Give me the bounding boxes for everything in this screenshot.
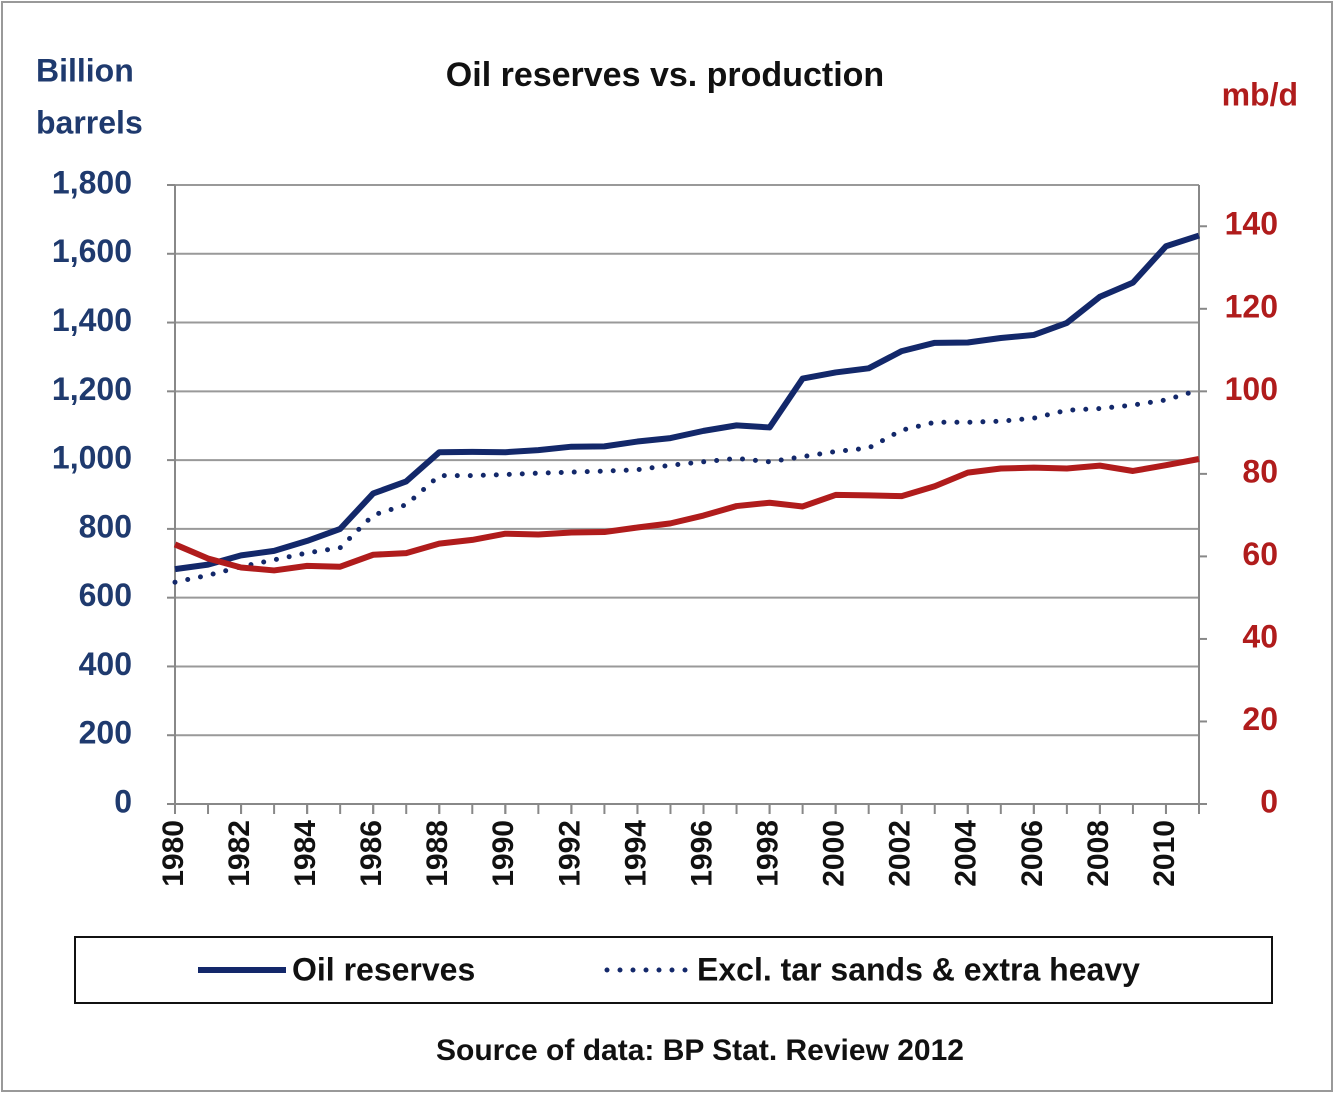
y2-tick-label: 0: [1260, 783, 1278, 819]
legend-label: Oil reserves: [292, 951, 475, 987]
y-tick-label: 1,400: [52, 302, 132, 338]
x-tick-label: 1980: [157, 820, 190, 887]
y-tick-label: 400: [79, 646, 132, 682]
x-tick-label: 1994: [619, 820, 652, 887]
x-tick-label: 1998: [752, 820, 785, 887]
y2-tick-label: 60: [1242, 536, 1278, 572]
x-tick-label: 1984: [289, 820, 322, 887]
y2-axis-title: mb/d: [1222, 76, 1298, 112]
source-note: Source of data: BP Stat. Review 2012: [436, 1034, 964, 1067]
x-tick-label: 1986: [355, 820, 388, 887]
chart-title: Oil reserves vs. production: [446, 56, 884, 94]
y-tick-label: 600: [79, 577, 132, 613]
y-tick-label: 1,200: [52, 371, 132, 407]
y-tick-label: 1,800: [52, 164, 132, 200]
x-tick-label: 1996: [685, 820, 718, 887]
y-tick-label: 1,000: [52, 440, 132, 476]
y2-tick-label: 140: [1225, 206, 1278, 242]
x-tick-label: 2004: [950, 820, 983, 887]
y-axis-title: Billion: [36, 52, 134, 88]
x-tick-label: 2008: [1082, 820, 1115, 887]
y-axis-title: barrels: [36, 104, 143, 140]
x-tick-label: 1982: [223, 820, 256, 887]
legend: [74, 936, 1273, 1004]
x-tick-label: 2010: [1148, 820, 1181, 887]
series-line: [173, 456, 1200, 574]
x-tick-label: 2002: [884, 820, 917, 887]
x-tick-label: 2006: [1016, 820, 1049, 887]
y-tick-label: 1,600: [52, 233, 132, 269]
y-tick-label: 0: [114, 783, 132, 819]
y2-tick-label: 40: [1242, 618, 1278, 654]
x-tick-label: 1988: [421, 820, 454, 887]
legend-label: Excl. tar sands & extra heavy: [697, 951, 1140, 987]
y-tick-label: 200: [79, 715, 132, 751]
y2-tick-label: 80: [1242, 453, 1278, 489]
x-tick-label: 2000: [818, 820, 851, 887]
y2-tick-label: 100: [1225, 371, 1278, 407]
y2-tick-label: 20: [1242, 701, 1278, 737]
y2-tick-label: 120: [1225, 288, 1278, 324]
series-line: [174, 232, 1200, 573]
x-tick-label: 1992: [553, 820, 586, 887]
x-tick-label: 1990: [487, 820, 520, 887]
y-tick-label: 800: [79, 508, 132, 544]
